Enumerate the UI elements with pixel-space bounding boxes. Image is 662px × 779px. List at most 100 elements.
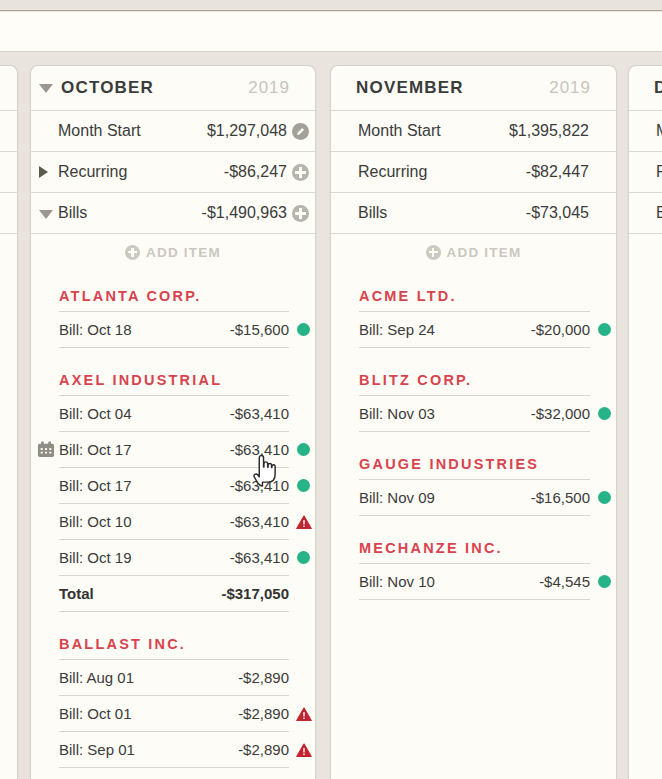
status-ok-icon[interactable] [297, 551, 310, 564]
add-circle-icon[interactable] [292, 164, 309, 181]
summary-row-bills[interactable]: Bills-$73,045 [331, 193, 616, 234]
bill-row[interactable]: Bill: Oct 17 -$63,410 [59, 468, 289, 504]
month-board: OCTOBER 2019 Month Start $1,297,048 Recurrin… [0, 0, 662, 779]
month-column-sliver [0, 65, 18, 779]
summary-value: -$1,490,963 [202, 204, 287, 222]
bill-label: Bill: Nov 09 [359, 489, 435, 506]
month-year: 2019 [248, 78, 290, 98]
bill-row[interactable]: Bill: Sep 24-$20,000 [359, 312, 590, 348]
vendor-name: ACME LTD. [359, 288, 590, 312]
bill-label: Bill: Sep 24 [359, 321, 435, 338]
add-item-button[interactable]: ADD ITEM [31, 234, 315, 270]
summary-label: Recurring [656, 163, 662, 181]
bill-label: Bill: Oct 17 [59, 477, 132, 494]
bill-row[interactable]: Bill: Oct 19 -$63,410 [59, 540, 289, 576]
add-plus-icon [125, 245, 140, 260]
add-item-label: ADD ITEM [146, 245, 221, 260]
warning-icon[interactable] [296, 707, 312, 726]
bill-amount: -$2,890 [238, 705, 289, 722]
summary-value: $1,395,822 [509, 122, 589, 140]
bill-amount: -$63,410 [230, 477, 289, 494]
bill-amount: -$63,410 [230, 549, 289, 566]
expand-triangle-icon[interactable] [39, 166, 48, 178]
edit-icon[interactable] [292, 123, 309, 140]
month-header-sliver [0, 66, 18, 111]
vendor-section: GAUGE INDUSTRIESBill: Nov 09-$16,500 [359, 456, 590, 516]
bill-amount: -$16,500 [531, 489, 590, 506]
bill-label: Bill: Nov 10 [359, 573, 435, 590]
month-column-october: OCTOBER 2019 Month Start $1,297,048 Recurrin… [30, 65, 316, 779]
collapse-triangle-icon[interactable] [39, 210, 53, 219]
summary-label: Month Start [58, 122, 141, 140]
status-ok-icon[interactable] [297, 479, 310, 492]
warning-icon[interactable] [296, 743, 312, 762]
month-header-november[interactable]: NOVEMBER2019 [331, 66, 616, 111]
bill-row[interactable]: Bill: Sep 01-$2,890 [59, 732, 289, 768]
summary-value: -$82,447 [526, 163, 589, 181]
month-header-december[interactable]: DECEMBER2019 [629, 66, 662, 111]
bill-label: Bill: Nov 03 [359, 405, 435, 422]
summary-row-recurring[interactable]: Recurring -$82,447 [331, 152, 616, 193]
vendor-section: ACME LTD.Bill: Sep 24-$20,000 [359, 288, 590, 348]
total-label: Total [59, 585, 94, 602]
add-item-label: ADD ITEM [447, 245, 522, 260]
bill-row[interactable]: Bill: Oct 10-$63,410 [59, 504, 289, 540]
vendor-name: MECHANZE INC. [359, 540, 590, 564]
summary-label: Bills [656, 204, 662, 222]
vendor-section: ATLANTA CORP. Bill: Oct 18 -$15,600 [59, 288, 289, 348]
vendor-list: ATLANTA CORP. Bill: Oct 18 -$15,600 AXEL IN… [31, 288, 315, 779]
bill-row[interactable]: Bill: Aug 01-$2,890 [59, 660, 289, 696]
bill-row[interactable]: Bill: Oct 17 -$63,410 [59, 432, 289, 468]
calendar-icon[interactable] [37, 441, 55, 462]
status-ok-icon[interactable] [598, 323, 611, 336]
collapse-triangle-icon[interactable] [39, 84, 53, 93]
bill-label: Bill: Oct 18 [59, 321, 132, 338]
summary-row-recurring[interactable]: Recurring [629, 152, 662, 193]
summary-label: Recurring [58, 163, 127, 181]
vendor-name: ATLANTA CORP. [59, 288, 289, 312]
vendor-name: BALLAST INC. [59, 636, 289, 660]
summary-row-recurring[interactable]: Recurring -$86,247 [31, 152, 315, 193]
vendor-name: BLITZ CORP. [359, 372, 590, 396]
bill-row[interactable]: Bill: Oct 04-$63,410 [59, 396, 289, 432]
add-circle-icon[interactable] [292, 205, 309, 222]
add-item-button[interactable]: ADD ITEM [331, 234, 616, 270]
bill-amount: -$4,545 [539, 573, 590, 590]
bill-row[interactable]: Bill: Nov 09 -$16,500 [359, 480, 590, 516]
summary-value: -$73,045 [526, 204, 589, 222]
vendor-section: BLITZ CORP.Bill: Nov 03-$32,000 [359, 372, 590, 432]
summary-row-empty [0, 193, 18, 234]
month-column-december: DECEMBER2019 Month Start Recurring Bills [628, 65, 662, 779]
bill-row[interactable]: Bill: Oct 01-$2,890 [59, 696, 289, 732]
status-ok-icon[interactable] [598, 491, 611, 504]
vendor-total-row: Total-$8,670 [59, 768, 289, 779]
vendor-list: ACME LTD.Bill: Sep 24-$20,000 BLITZ CORP.… [331, 288, 616, 600]
summary-row-month-start[interactable]: Month Start$1,395,822 [331, 111, 616, 152]
status-ok-icon[interactable] [297, 323, 310, 336]
vendor-name: AXEL INDUSTRIAL [59, 372, 289, 396]
bill-label: Bill: Oct 17 [59, 441, 132, 458]
bill-label: Bill: Oct 19 [59, 549, 132, 566]
status-ok-icon[interactable] [598, 575, 611, 588]
status-ok-icon[interactable] [297, 443, 310, 456]
summary-label: Month Start [656, 122, 662, 140]
summary-value: $1,297,048 [207, 122, 287, 140]
month-header-october[interactable]: OCTOBER 2019 [31, 66, 315, 111]
bill-amount: -$63,410 [230, 405, 289, 422]
total-amount: -$317,050 [221, 585, 289, 602]
warning-icon[interactable] [296, 515, 312, 534]
summary-value: -$86,247 [224, 163, 287, 181]
month-title: DECEMBER [654, 78, 662, 98]
summary-row-bills[interactable]: Bills [629, 193, 662, 234]
summary-row-bills[interactable]: Bills-$1,490,963 [31, 193, 315, 234]
bill-row[interactable]: Bill: Oct 18 -$15,600 [59, 312, 289, 348]
month-title: OCTOBER [61, 78, 154, 98]
bill-row[interactable]: Bill: Nov 10 -$4,545 [359, 564, 590, 600]
summary-row-month-start[interactable]: Month Start $1,297,048 [31, 111, 315, 152]
status-ok-icon[interactable] [598, 407, 611, 420]
bill-amount: -$15,600 [230, 321, 289, 338]
summary-label: Recurring [358, 163, 427, 181]
bill-amount: -$63,410 [230, 441, 289, 458]
bill-row[interactable]: Bill: Nov 03-$32,000 [359, 396, 590, 432]
summary-row-month-start[interactable]: Month Start [629, 111, 662, 152]
